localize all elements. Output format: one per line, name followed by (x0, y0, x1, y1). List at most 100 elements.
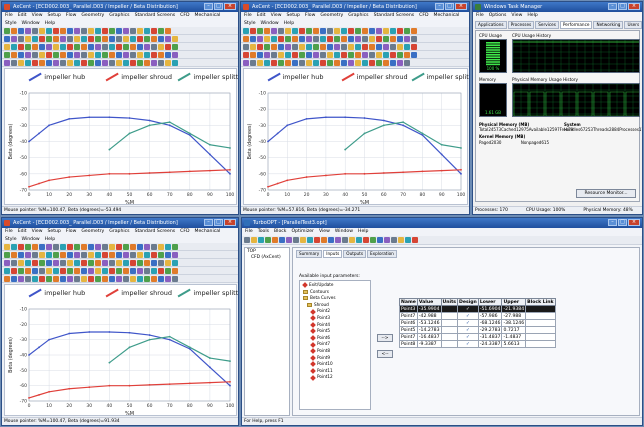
toolbar-icon[interactable] (158, 59, 164, 66)
toolbar-icon[interactable] (32, 275, 38, 282)
toolbar-icon[interactable] (102, 243, 108, 250)
toolbar-icon[interactable] (250, 27, 256, 34)
toolbar-icon[interactable] (327, 59, 333, 66)
toolbar-icon[interactable] (81, 275, 87, 282)
menu-style[interactable]: Style (5, 237, 17, 242)
toolbar-icon[interactable] (313, 43, 319, 50)
tree-item[interactable]: Point12 (301, 374, 369, 381)
toolbar-icon[interactable] (102, 27, 108, 34)
toolbar-icon[interactable] (243, 27, 249, 34)
toolbar-icon[interactable] (250, 59, 256, 66)
table-row[interactable]: Point3 -35.9904 ✓ -51.6904 -21.9384 (399, 305, 556, 313)
toolbar-icon[interactable] (271, 51, 277, 58)
toolbar-icon[interactable] (172, 43, 178, 50)
close-button[interactable]: × (628, 219, 640, 226)
toolbar-icon[interactable] (306, 43, 312, 50)
toolbar-icon[interactable] (369, 51, 375, 58)
toolbar-icon[interactable] (264, 43, 270, 50)
menu-setup[interactable]: Setup (47, 13, 61, 18)
beta-chart-panel[interactable]: impeller hub impeller shroud impeller spli… (4, 284, 238, 417)
toolbar-icon[interactable] (363, 237, 369, 243)
toolbar-icon[interactable] (116, 35, 122, 42)
menu-file[interactable]: File (244, 13, 252, 18)
toolbar-icon[interactable] (376, 51, 382, 58)
toolbar-icon[interactable] (278, 51, 284, 58)
toolbar-icon[interactable] (327, 35, 333, 42)
toolbar-icon[interactable] (116, 51, 122, 58)
menu-graphics[interactable]: Graphics (109, 13, 130, 18)
toolbar-icon[interactable] (348, 59, 354, 66)
toolbar-icon[interactable] (102, 35, 108, 42)
toolbar-icon[interactable] (11, 259, 17, 266)
maximize-button[interactable]: □ (618, 219, 627, 226)
toolbar-icon[interactable] (39, 51, 45, 58)
toolbar-icon[interactable] (151, 251, 157, 258)
toolbar-icon[interactable] (67, 267, 73, 274)
toolbar-icon[interactable] (109, 35, 115, 42)
toolbar-icon[interactable] (390, 59, 396, 66)
toolbar-icon[interactable] (25, 27, 31, 34)
toolbar-icon[interactable] (11, 35, 17, 42)
toolbar-icon[interactable] (81, 267, 87, 274)
menu-cfd[interactable]: CFD (180, 229, 190, 234)
toolbar-icon[interactable] (320, 43, 326, 50)
toolbar-icon[interactable] (67, 51, 73, 58)
toolbar-icon[interactable] (306, 35, 312, 42)
toolbar-icon[interactable] (362, 59, 368, 66)
toolbar-icon[interactable] (60, 51, 66, 58)
toolbar-icon[interactable] (272, 237, 278, 243)
toolbar-icon[interactable] (46, 27, 52, 34)
toolbar-icon[interactable] (137, 267, 143, 274)
toolbar-icon[interactable] (74, 35, 80, 42)
toolbar-icon[interactable] (60, 35, 66, 42)
toolbar-icon[interactable] (88, 251, 94, 258)
toolbar-icon[interactable] (165, 35, 171, 42)
toolbar-icon[interactable] (81, 259, 87, 266)
toolbar-icon[interactable] (137, 59, 143, 66)
cad-window-top-middle[interactable]: AxCent - [ECD002.003_ Parallel.D03 / Imp… (240, 1, 470, 215)
toolbar-icon[interactable] (349, 237, 355, 243)
toolbar-icon[interactable] (123, 51, 129, 58)
toolbar-icon[interactable] (18, 243, 24, 250)
toolbar-icon[interactable] (95, 259, 101, 266)
toolbar-icon[interactable] (158, 267, 164, 274)
toolbar-icon[interactable] (151, 59, 157, 66)
toolbar-icon[interactable] (53, 251, 59, 258)
toolbar-icon[interactable] (4, 259, 10, 266)
design-checkbox[interactable]: ✓ (457, 340, 479, 348)
toolbar-icon[interactable] (348, 51, 354, 58)
minimize-button[interactable]: – (204, 219, 213, 226)
title-bar[interactable]: TurboOPT - [ParallelTest3.opt] – □ × (242, 218, 642, 228)
toolbar-icon[interactable] (384, 237, 390, 243)
menu-edit[interactable]: Edit (17, 229, 27, 234)
column-header[interactable]: Name (399, 298, 418, 306)
toolbar-icon[interactable] (158, 35, 164, 42)
tree-item[interactable]: Point7 (301, 341, 369, 348)
title-bar[interactable]: AxCent - [ECD002.003_ Parallel.D03 / Imp… (241, 2, 469, 12)
tree-item[interactable]: Point11 (301, 368, 369, 375)
toolbar-icon[interactable] (250, 51, 256, 58)
toolbar-icon[interactable] (158, 51, 164, 58)
design-checkbox[interactable]: ✓ (457, 333, 479, 341)
toolbar-icon[interactable] (362, 27, 368, 34)
toolbar-icon[interactable] (109, 243, 115, 250)
toolbar-icon[interactable] (376, 35, 382, 42)
toolbar-icon[interactable] (362, 43, 368, 50)
toolbar-icon[interactable] (60, 243, 66, 250)
toolbar-icon[interactable] (102, 275, 108, 282)
toolbar-icon[interactable] (81, 43, 87, 50)
toolbar-icon[interactable] (109, 51, 115, 58)
toolbar-icon[interactable] (53, 43, 59, 50)
close-button[interactable]: × (455, 3, 467, 10)
toolbar-icon[interactable] (383, 43, 389, 50)
toolbar-icon[interactable] (411, 27, 417, 34)
toolbar-icon[interactable] (390, 43, 396, 50)
toolbar-icon[interactable] (39, 35, 45, 42)
beta-distribution-chart[interactable]: -10 -20 -30 -40 -50 -60 -700 10 20 30 40 50 60 70 80 90… (244, 69, 469, 207)
tree-item[interactable]: Contours (301, 289, 369, 296)
toolbar-icon[interactable] (299, 35, 305, 42)
toolbar-icon[interactable] (327, 43, 333, 50)
toolbar-icon[interactable] (292, 35, 298, 42)
toolbar-icon[interactable] (158, 275, 164, 282)
menu-optimizer[interactable]: Optimizer (291, 229, 314, 234)
